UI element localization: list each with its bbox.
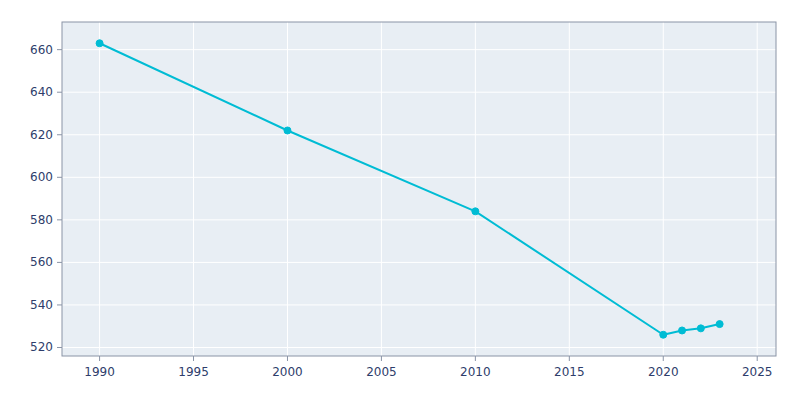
point bbox=[679, 327, 686, 334]
x-tick-label: 1995 bbox=[178, 365, 209, 379]
x-tick bbox=[287, 356, 288, 361]
chart-svg: 1990 1995 2000 2005 2010 2015 2020 2025 520 540 56… bbox=[0, 0, 800, 400]
page: {"chart_data": {"type": "line", "x": [19… bbox=[0, 0, 800, 400]
tick-labels: 1990 1995 2000 2005 2010 2015 2020 2025 520 540 56… bbox=[30, 43, 772, 379]
x-tick bbox=[99, 356, 100, 361]
x-grid-line bbox=[569, 22, 570, 356]
plot-frame bbox=[62, 22, 776, 356]
point bbox=[660, 331, 667, 338]
point bbox=[96, 40, 103, 47]
x-grid-line bbox=[663, 22, 664, 356]
y-tick bbox=[57, 347, 62, 348]
y-tick-label: 520 bbox=[30, 340, 53, 354]
x-tick-label: 2020 bbox=[648, 365, 679, 379]
line bbox=[100, 43, 720, 334]
x-grid-line bbox=[287, 22, 288, 356]
x-tick bbox=[475, 356, 476, 361]
x-tick-label: 2005 bbox=[366, 365, 397, 379]
y-tick bbox=[57, 304, 62, 305]
y-tick bbox=[57, 177, 62, 178]
x-tick bbox=[193, 356, 194, 361]
y-tick bbox=[57, 92, 62, 93]
chart-container: 1990 1995 2000 2005 2010 2015 2020 2025 520 540 56… bbox=[0, 0, 800, 400]
point bbox=[284, 127, 291, 134]
x-tick bbox=[569, 356, 570, 361]
y-grid-line bbox=[62, 304, 776, 305]
x-tick bbox=[381, 356, 382, 361]
y-tick bbox=[57, 49, 62, 50]
y-tick bbox=[57, 219, 62, 220]
point bbox=[716, 321, 723, 328]
y-grid-line bbox=[62, 92, 776, 93]
point bbox=[472, 208, 479, 215]
data-group bbox=[96, 40, 723, 338]
y-tick-label: 540 bbox=[30, 298, 53, 312]
x-tick-label: 1990 bbox=[84, 365, 115, 379]
x-grid-line bbox=[381, 22, 382, 356]
y-tick-label: 580 bbox=[30, 213, 53, 227]
plot-background bbox=[62, 22, 776, 356]
x-tick-label: 2015 bbox=[554, 365, 585, 379]
y-tick-label: 600 bbox=[30, 170, 53, 184]
x-grid-line bbox=[193, 22, 194, 356]
y-grid-line bbox=[62, 347, 776, 348]
y-grid-line bbox=[62, 177, 776, 178]
y-tick-label: 640 bbox=[30, 85, 53, 99]
x-tick-label: 2025 bbox=[742, 365, 773, 379]
x-grid-line bbox=[475, 22, 476, 356]
x-grid-line bbox=[757, 22, 758, 356]
y-tick bbox=[57, 262, 62, 263]
y-tick-label: 560 bbox=[30, 255, 53, 269]
y-tick-label: 660 bbox=[30, 43, 53, 57]
x-tick bbox=[757, 356, 758, 361]
x-tick bbox=[663, 356, 664, 361]
y-grid-line bbox=[62, 262, 776, 263]
x-tick-label: 2000 bbox=[272, 365, 303, 379]
y-grid-line bbox=[62, 219, 776, 220]
y-tick-label: 620 bbox=[30, 128, 53, 142]
y-grid-line bbox=[62, 134, 776, 135]
x-tick-label: 2010 bbox=[460, 365, 491, 379]
y-grid-line bbox=[62, 49, 776, 50]
y-tick bbox=[57, 134, 62, 135]
x-grid-line bbox=[99, 22, 100, 356]
point bbox=[697, 325, 704, 332]
grid bbox=[62, 22, 776, 356]
